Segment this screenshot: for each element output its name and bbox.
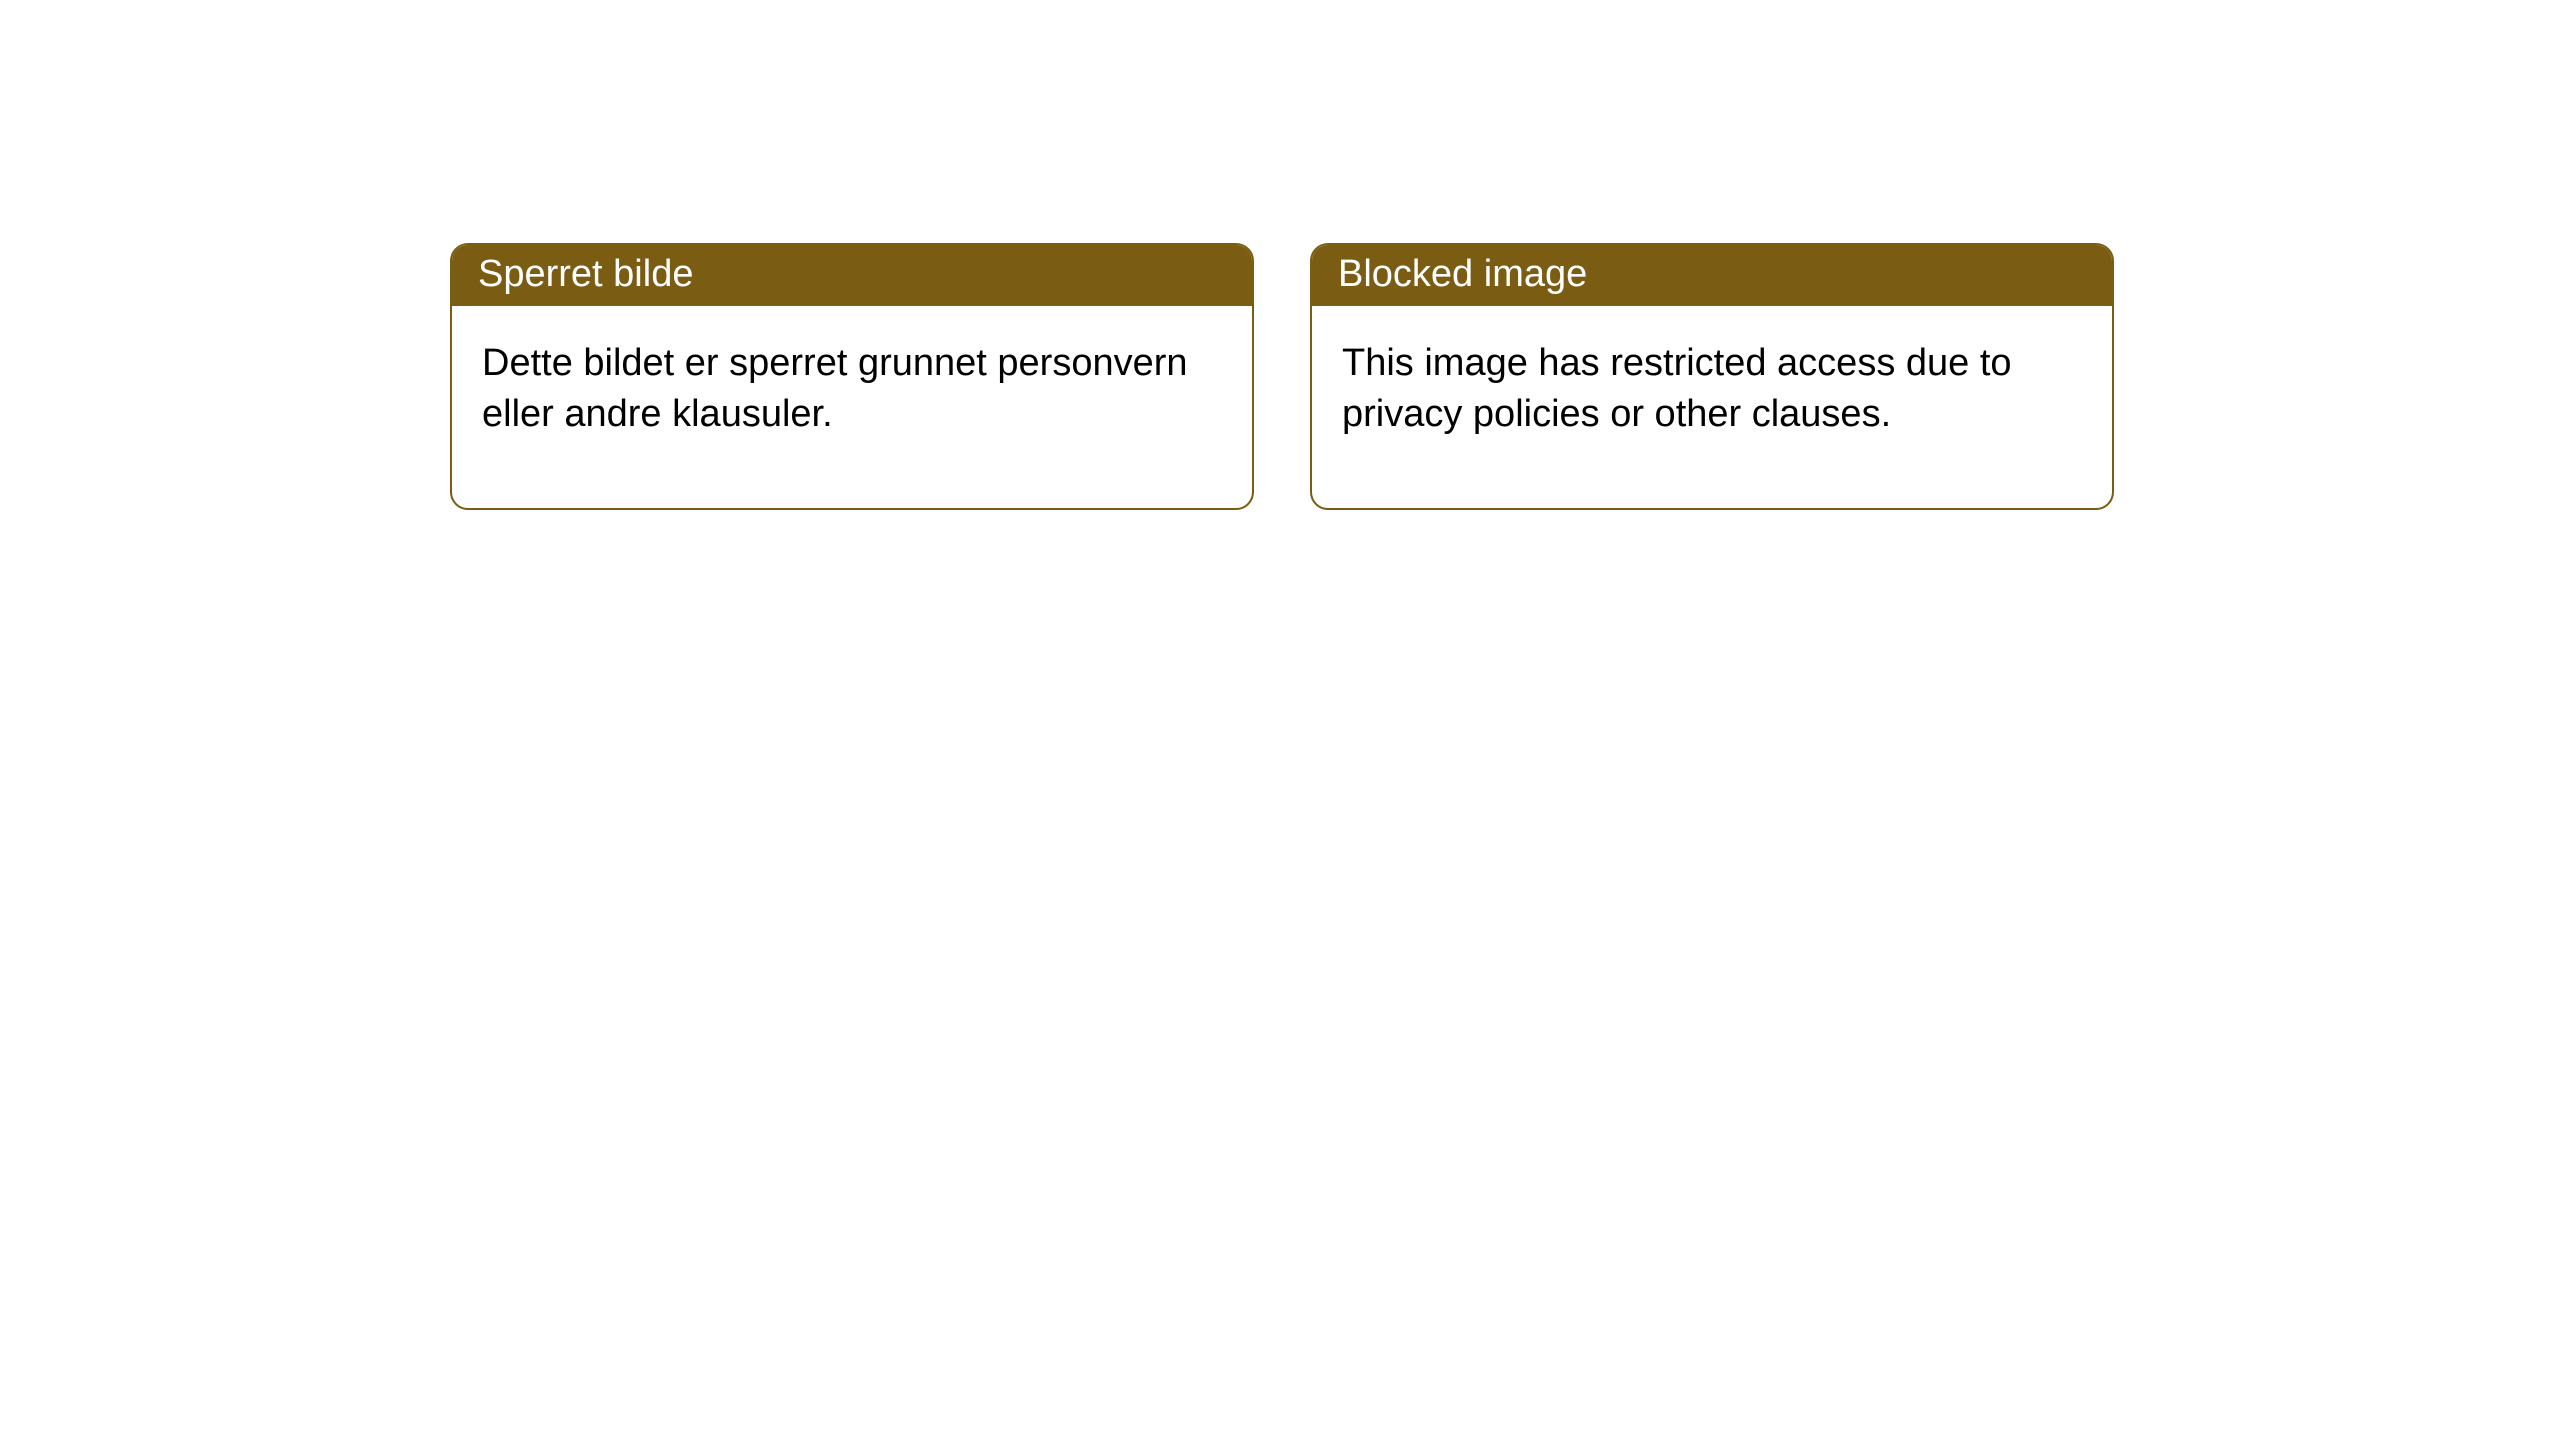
notice-body-text: Dette bildet er sperret grunnet personve…: [452, 306, 1252, 508]
notice-body-text: This image has restricted access due to …: [1312, 306, 2112, 508]
notice-container: Sperret bilde Dette bildet er sperret gr…: [450, 243, 2114, 510]
notice-title: Sperret bilde: [452, 245, 1252, 306]
notice-card-norwegian: Sperret bilde Dette bildet er sperret gr…: [450, 243, 1254, 510]
notice-card-english: Blocked image This image has restricted …: [1310, 243, 2114, 510]
notice-title: Blocked image: [1312, 245, 2112, 306]
